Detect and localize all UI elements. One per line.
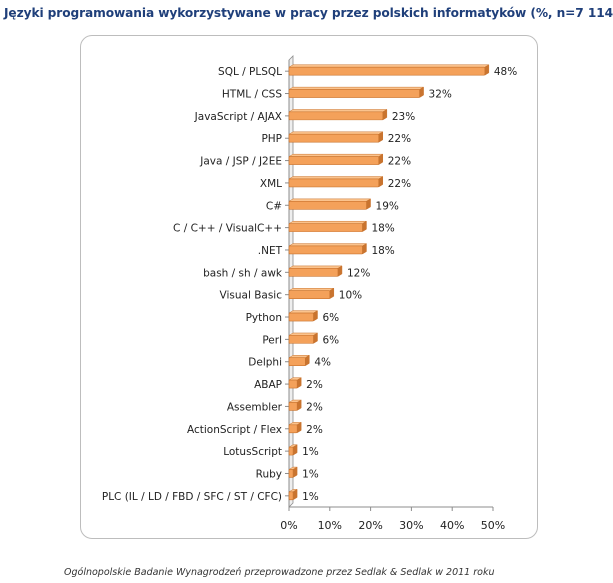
bar [288,178,380,188]
bar [288,446,294,456]
bar [288,491,294,501]
x-tick-label: 20% [358,519,382,532]
category-label: C / C++ / VisualC++ [173,223,282,235]
value-label: 2% [306,401,323,413]
category-label: .NET [258,245,283,257]
bar [288,335,314,344]
category-label: ABAP [254,379,282,391]
category-label: C# [266,200,282,212]
category-label: PLC (IL / LD / FBD / SFC / ST / CFC) [102,491,282,503]
value-label: 19% [376,200,399,212]
bar [288,223,363,232]
category-label: Perl [262,334,282,346]
bar [288,402,298,411]
value-label: 1% [302,491,319,503]
bar-top [288,176,384,180]
value-label: 4% [314,357,331,369]
chart-title: Języki programowania wykorzystywane w pr… [4,6,613,20]
category-label: Assembler [227,401,283,413]
source-note: Ogólnopolskie Badanie Wynagrodzeń przepr… [64,567,495,578]
bar-top [288,153,384,157]
bar [288,245,363,255]
value-label: 22% [388,133,411,145]
value-label: 22% [388,178,411,190]
x-tick-label: 0% [280,519,297,532]
bar-top [288,198,372,202]
chart-frame [80,35,538,539]
value-label: 1% [302,468,319,480]
value-label: 6% [322,312,339,324]
category-label: HTML / CSS [222,89,282,101]
bar-top [288,220,368,224]
x-tick-label: 50% [481,519,505,532]
bar [288,268,339,277]
bar [288,424,298,434]
bar-top [288,109,388,113]
value-label: 23% [392,111,415,123]
bar [288,469,294,478]
category-label: XML [260,178,282,190]
value-label: 22% [388,156,411,168]
value-axis-wall [288,55,294,508]
category-label: Ruby [256,468,282,480]
value-label: 10% [339,290,362,302]
value-label: 12% [347,267,370,279]
bar-top [288,131,384,135]
bar [288,312,314,322]
value-label: 6% [322,334,339,346]
bar-top [288,332,319,336]
bar [288,156,380,165]
bar-top [288,86,425,90]
category-label: Delphi [248,357,282,369]
bar-top [288,288,335,291]
bar [288,200,367,210]
value-label: 2% [306,379,323,391]
bar [288,89,420,98]
bar [288,290,331,299]
x-tick-label: 10% [318,519,342,532]
bar-top [288,265,343,269]
value-label: 1% [302,446,319,458]
category-label: Java / JSP / J2EE [199,156,282,168]
bar-top [288,64,490,68]
category-label: JavaScript / AJAX [194,111,282,123]
bar [288,133,380,143]
category-label: Visual Basic [220,290,283,302]
category-label: ActionScript / Flex [187,424,282,436]
x-tick-label: 40% [440,519,464,532]
value-label: 2% [306,424,323,436]
value-label: 18% [371,245,394,257]
category-label: bash / sh / awk [203,267,283,279]
value-label: 18% [371,223,394,235]
bar [288,111,384,121]
bar-top [288,243,368,247]
value-label: 48% [494,66,517,78]
category-label: PHP [261,133,282,145]
category-label: SQL / PLSQL [218,66,282,78]
bar [288,379,298,389]
bar [288,66,486,76]
category-label: LotusScript [223,446,282,458]
value-label: 32% [429,89,452,101]
x-tick-label: 30% [399,519,423,532]
bar [288,357,306,367]
category-label: Python [246,312,282,324]
bar-top [288,310,319,314]
